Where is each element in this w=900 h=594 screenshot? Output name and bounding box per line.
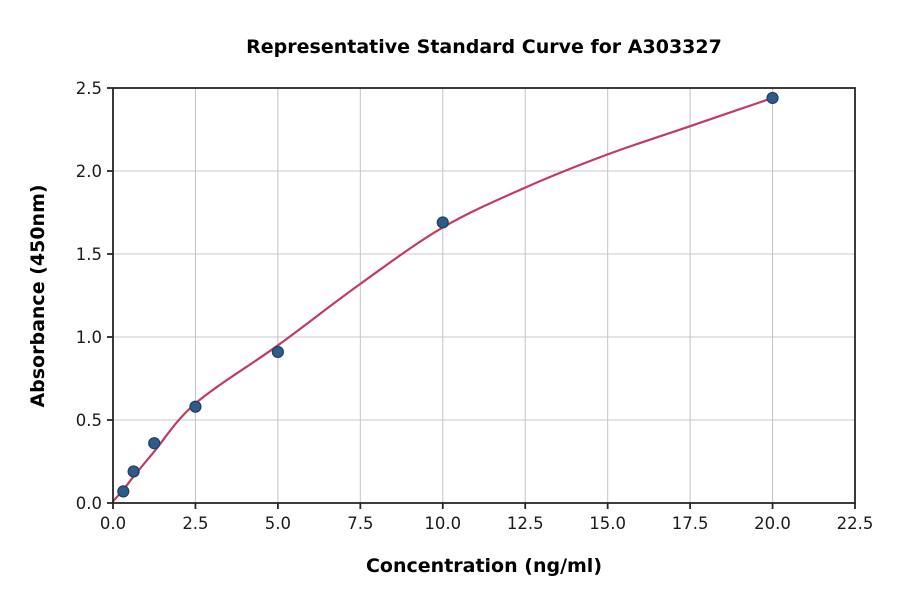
y-tick-label: 0.0 — [76, 494, 102, 513]
x-axis-label: Concentration (ng/ml) — [365, 555, 603, 577]
x-tick-label: 12.5 — [507, 514, 544, 533]
data-point — [189, 400, 202, 413]
chart-title: Representative Standard Curve for A30332… — [246, 36, 722, 58]
x-tick-label: 2.5 — [182, 514, 208, 533]
data-point — [436, 216, 449, 229]
x-tick-label: 17.5 — [672, 514, 709, 533]
y-tick-label: 1.0 — [76, 328, 102, 347]
data-point — [127, 465, 140, 478]
x-tick-label: 7.5 — [347, 514, 373, 533]
x-tick-label: 0.0 — [100, 514, 126, 533]
data-point — [148, 437, 161, 450]
data-point — [766, 91, 779, 105]
x-tick-label: 15.0 — [589, 514, 626, 533]
x-tick-label: 10.0 — [424, 514, 461, 533]
y-tick-label: 1.5 — [76, 245, 102, 264]
data-point — [271, 345, 284, 359]
x-tick-label: 20.0 — [754, 514, 791, 533]
data-point — [117, 485, 130, 498]
plot-border — [112, 87, 856, 504]
y-tick-label: 2.0 — [76, 162, 102, 181]
x-tick-label: 22.5 — [837, 514, 874, 533]
y-tick-label: 2.5 — [76, 79, 102, 98]
y-tick-label: 0.5 — [76, 411, 102, 430]
x-tick-label: 5.0 — [265, 514, 291, 533]
